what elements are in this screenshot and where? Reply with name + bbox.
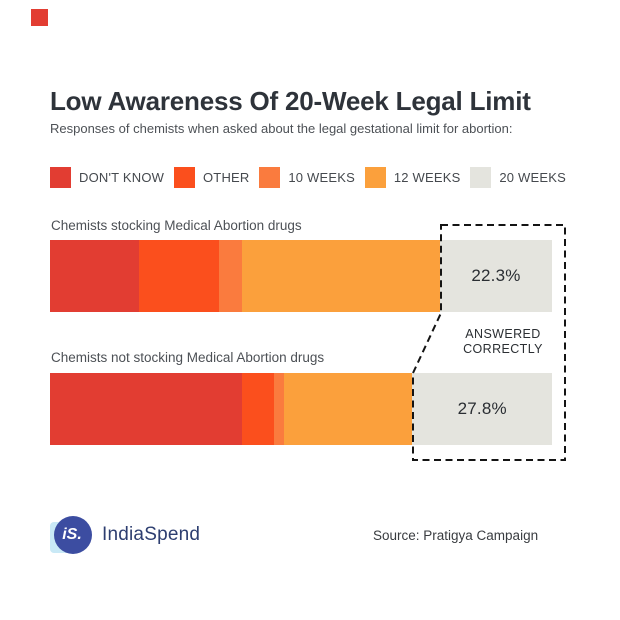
legend-item-12-weeks: 12 WEEKS xyxy=(364,166,461,188)
bar-segment-20-weeks: 22.3% xyxy=(440,240,552,312)
bar-label-stocking: Chemists stocking Medical Abortion drugs xyxy=(51,218,302,233)
legend-swatch-12-weeks xyxy=(364,166,386,188)
bar-label-not-stocking: Chemists not stocking Medical Abortion d… xyxy=(51,350,325,365)
legend-swatch-other xyxy=(174,166,195,188)
legend-label: 20 WEEKS xyxy=(499,169,566,185)
legend-item-dont-know: DON'T KNOW xyxy=(50,166,165,188)
page-subtitle: Responses of chemists when asked about t… xyxy=(50,121,513,136)
bar-segment-10-weeks xyxy=(219,240,243,312)
bar-segment-12-weeks xyxy=(242,240,441,312)
bar-segment-other xyxy=(139,240,220,312)
legend-item-20-weeks: 20 WEEKS xyxy=(470,166,566,188)
legend-swatch-20-weeks xyxy=(470,166,492,188)
bar-segment-other xyxy=(242,373,275,445)
brand-corner-mark xyxy=(31,9,48,26)
legend-label: DON'T KNOW xyxy=(79,169,165,185)
legend-swatch-10-weeks xyxy=(259,166,281,188)
bar-segment-don-t-know xyxy=(50,240,140,312)
legend-label: 10 WEEKS xyxy=(288,169,355,185)
indiaspend-logo: iS. IndiaSpend xyxy=(50,514,250,558)
stacked-bar-stocking: 22.3% xyxy=(50,240,552,312)
legend-item-other: OTHER xyxy=(174,166,250,188)
percent-answered-correctly: 22.3% xyxy=(471,266,521,285)
bar-segment-don-t-know xyxy=(50,373,243,445)
indiaspend-wordmark: IndiaSpend xyxy=(102,524,201,545)
source-credit: Source: Pratigya Campaign xyxy=(373,528,539,543)
indiaspend-monogram-icon: iS. xyxy=(54,516,92,554)
bar-segment-12-weeks xyxy=(284,373,413,445)
legend-item-10-weeks: 10 WEEKS xyxy=(259,166,355,188)
bar-segment-20-weeks: 27.8% xyxy=(412,373,552,445)
legend-swatch-dont-know xyxy=(50,166,71,188)
page-title: Low Awareness Of 20-Week Legal Limit xyxy=(50,86,531,116)
answered-correctly-annotation: ANSWERED CORRECTLY xyxy=(463,327,543,356)
legend: DON'T KNOW OTHER 10 WEEKS 12 WEEKS 20 WE… xyxy=(50,166,566,188)
legend-label: 12 WEEKS xyxy=(393,169,461,185)
logo-monogram-text: iS. xyxy=(62,526,82,543)
bar-segment-10-weeks xyxy=(274,373,285,445)
legend-label: OTHER xyxy=(203,169,250,185)
stacked-bar-not-stocking: 27.8% xyxy=(50,373,552,445)
percent-answered-correctly: 27.8% xyxy=(457,399,507,418)
